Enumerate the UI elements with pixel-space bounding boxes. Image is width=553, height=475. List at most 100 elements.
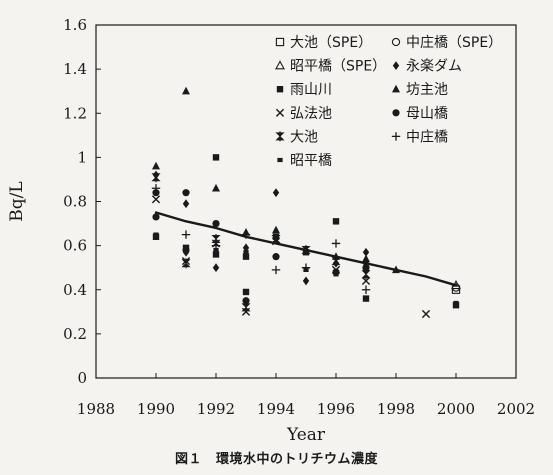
point-triangle xyxy=(212,183,220,192)
y-tick-label: 1.6 xyxy=(63,16,87,34)
legend-marker-square xyxy=(276,86,284,93)
x-axis-label: Year xyxy=(286,425,326,445)
legend-item: 弘法池 xyxy=(275,106,332,122)
point-square xyxy=(452,301,460,309)
point-triangle xyxy=(152,161,160,170)
point-square xyxy=(362,295,370,302)
point-square xyxy=(212,154,220,161)
point-triangle xyxy=(392,265,400,274)
legend-label: 坊主池 xyxy=(406,82,448,98)
y-tick-label: 1 xyxy=(77,148,87,166)
point-open-triangle xyxy=(451,279,461,290)
point-plus xyxy=(241,230,251,239)
legend-item: 大池 xyxy=(275,129,318,145)
point-square xyxy=(152,233,160,240)
point-small-square xyxy=(213,247,219,253)
legend-marker-triangle xyxy=(392,84,400,93)
point-circle xyxy=(182,189,190,197)
y-tick-label: 1.2 xyxy=(63,104,87,122)
legend-marker-diamond xyxy=(392,61,400,70)
point-diamond xyxy=(212,263,220,273)
point-small-square xyxy=(333,272,339,277)
point-triangle xyxy=(272,225,280,234)
x-tick-label: 2002 xyxy=(497,400,535,418)
legend-item: 雨山川 xyxy=(276,82,332,98)
x-tick-label: 1988 xyxy=(77,400,115,418)
point-circle xyxy=(182,246,190,254)
point-hourglass xyxy=(301,244,311,256)
x-tick-label: 1998 xyxy=(377,400,415,418)
point-square xyxy=(242,253,250,260)
point-open-square xyxy=(451,285,461,294)
point-diamond xyxy=(182,199,190,209)
point-square xyxy=(332,218,340,225)
legend-item: 大池（SPE） xyxy=(275,35,372,51)
x-tick-label: 1994 xyxy=(257,400,295,418)
figure-number: 図１ xyxy=(174,452,202,467)
y-tick-label: 0.4 xyxy=(63,281,87,299)
legend-label: 大池 xyxy=(290,129,318,145)
legend-marker-plus xyxy=(391,132,401,141)
point-plus xyxy=(331,239,341,248)
point-hourglass xyxy=(361,269,371,280)
axes: 1988 1990 1992 1994 1996 1998 2000 2002 0 0.2 0.4 0… xyxy=(7,16,535,445)
y-tick-label: 0.8 xyxy=(63,193,87,211)
point-plus xyxy=(361,285,371,294)
point-hourglass xyxy=(331,255,341,267)
point-small-square xyxy=(453,300,459,306)
legend-item: 永楽ダム xyxy=(392,59,462,75)
point-diamond xyxy=(362,247,370,257)
point-x xyxy=(361,276,371,286)
point-circle xyxy=(212,219,220,228)
legend-marker-small-square xyxy=(277,157,283,163)
x-tick-label: 2000 xyxy=(437,400,475,418)
point-hourglass xyxy=(271,233,281,245)
legend-marker-hourglass xyxy=(275,131,285,142)
legend-label: 永楽ダム xyxy=(406,59,462,75)
point-circle xyxy=(242,297,250,305)
point-circle xyxy=(152,213,160,221)
y-tick-label: 0.2 xyxy=(63,325,87,343)
legend-item: 中庄橋（SPE） xyxy=(391,34,502,51)
figure-caption-text: 環境水中のトリチウム濃度 xyxy=(216,452,379,467)
point-circle xyxy=(152,189,160,197)
y-axis-label: Bq/L xyxy=(7,181,27,221)
point-plus xyxy=(271,265,281,275)
point-triangle xyxy=(182,86,190,95)
point-hourglass xyxy=(181,258,191,269)
legend-label: 昭平橋 xyxy=(290,153,332,169)
legend-label: 弘法池 xyxy=(290,106,332,122)
x-tick-label: 1996 xyxy=(317,400,355,418)
legend-label: 中庄橋（SPE） xyxy=(406,34,502,51)
point-small-square xyxy=(303,267,309,272)
x-tick-label: 1990 xyxy=(137,400,175,418)
legend-label: 大池（SPE） xyxy=(290,35,372,51)
point-diamond xyxy=(272,188,280,198)
legend-marker-open-circle xyxy=(391,37,401,47)
legend-marker-circle xyxy=(392,109,400,117)
legend-marker-open-triangle xyxy=(275,60,285,70)
legend-item: 中庄橋 xyxy=(391,128,448,145)
point-small-square xyxy=(363,261,369,266)
point-diamond xyxy=(302,276,310,286)
point-x xyxy=(421,309,431,319)
points-group xyxy=(151,86,461,319)
point-circle xyxy=(272,253,280,261)
legend-item: 昭平橋（SPE） xyxy=(275,59,386,75)
legend-item: 昭平橋 xyxy=(277,153,332,169)
point-plus xyxy=(151,184,161,193)
legend-marker-open-square xyxy=(275,37,285,47)
point-small-square xyxy=(153,232,159,237)
point-square xyxy=(212,251,220,258)
legend-label: 中庄橋 xyxy=(406,128,448,145)
y-tick-label: 1.4 xyxy=(63,60,87,78)
figure-caption: 図１ 環境水中のトリチウム濃度 xyxy=(0,448,553,467)
legend-item: 母山橋 xyxy=(392,106,448,122)
point-triangle xyxy=(362,254,370,263)
y-tick-label: 0.6 xyxy=(63,237,87,255)
point-square xyxy=(242,288,250,296)
legend-marker-x xyxy=(275,108,285,117)
legend-label: 雨山川 xyxy=(290,82,332,98)
